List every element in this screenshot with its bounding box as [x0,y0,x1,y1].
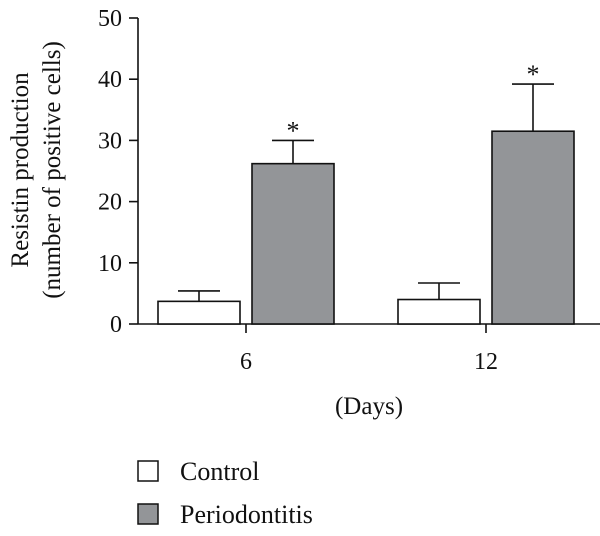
y-tick-label-30: 30 [98,128,122,154]
x-tick-label-12: 12 [474,349,498,375]
y-tick-label-20: 20 [98,190,122,216]
legend-swatch-control [137,460,159,482]
legend-label-control: Control [180,457,259,486]
y-axis-title-line-2: (number of positive cells) [39,41,66,299]
legend-label-periodontitis: Periodontitis [180,500,313,529]
x-axis-title: (Days) [335,393,403,420]
y-axis-title-line-1: Resistin production [7,72,34,268]
legend: Control Periodontitis [137,457,313,529]
plot-area: 0 10 20 30 40 50 6 12 * * [98,6,600,375]
y-tick-label-40: 40 [98,67,122,93]
y-tick-label-10: 10 [98,251,122,277]
significance-marker-periodontitis-12: * [527,60,540,89]
bar-periodontitis-12 [491,130,575,325]
bar-control-6 [157,300,241,325]
y-tick-label-50: 50 [98,6,122,32]
bar-control-12 [397,298,481,325]
x-tick-label-6: 6 [240,349,252,375]
legend-swatch-periodontitis [137,503,159,525]
significance-marker-periodontitis-6: * [287,116,300,145]
bar-periodontitis-6 [251,162,335,325]
y-tick-label-0: 0 [110,312,122,338]
